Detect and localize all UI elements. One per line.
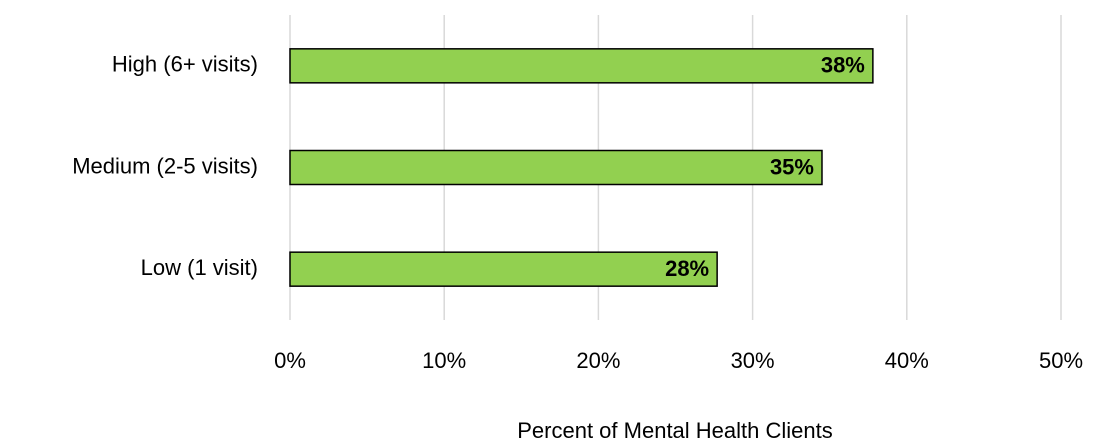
- x-tick-label: 20%: [576, 348, 620, 373]
- data-label: 35%: [770, 154, 814, 179]
- x-tick-label: 10%: [422, 348, 466, 373]
- x-tick-label: 30%: [731, 348, 775, 373]
- bar: [289, 251, 718, 287]
- x-tick-label: 50%: [1039, 348, 1083, 373]
- data-label: 28%: [665, 256, 709, 281]
- x-axis-title: Percent of Mental Health Clients: [517, 418, 833, 442]
- y-tick-label: Medium (2-5 visits): [72, 153, 258, 178]
- bar: [289, 48, 874, 84]
- data-label: 38%: [821, 53, 865, 78]
- bar: [289, 149, 823, 186]
- y-tick-label: High (6+ visits): [112, 52, 258, 77]
- x-tick-label: 40%: [885, 348, 929, 373]
- x-tick-label: 0%: [274, 348, 306, 373]
- y-tick-label: Low (1 visit): [141, 255, 258, 280]
